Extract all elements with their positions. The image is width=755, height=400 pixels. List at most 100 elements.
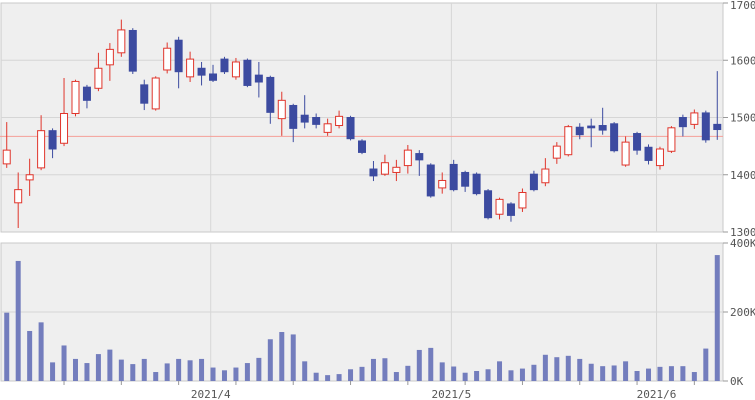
volume-bar <box>519 368 525 381</box>
candlestick <box>403 149 412 167</box>
volume-bar <box>646 368 652 381</box>
volume-bar <box>416 349 422 381</box>
candlestick <box>289 104 298 129</box>
candlestick <box>633 133 642 151</box>
volume-bar <box>61 345 67 381</box>
candlestick <box>678 117 687 128</box>
candlestick <box>426 164 435 197</box>
volume-bar <box>462 372 468 381</box>
volume-bar <box>27 330 33 381</box>
candlestick <box>701 112 710 141</box>
volume-bar <box>623 361 629 381</box>
volume-bar <box>393 372 399 381</box>
candlestick <box>48 130 57 150</box>
candlestick <box>472 173 481 195</box>
volume-bar <box>474 370 480 381</box>
candlestick <box>105 48 114 66</box>
volume-bar <box>95 354 101 381</box>
volume-bar <box>542 354 548 381</box>
candlestick <box>300 114 309 123</box>
volume-bar <box>497 361 503 381</box>
candlestick <box>82 86 91 101</box>
volume-bar <box>38 322 44 381</box>
volume-axis-label: 400K <box>730 237 755 250</box>
candlestick <box>346 117 355 140</box>
volume-bar <box>256 357 262 381</box>
candlestick <box>529 173 538 191</box>
volume-bar <box>382 358 388 381</box>
candlestick <box>598 125 607 131</box>
candlestick <box>266 76 275 113</box>
candlestick <box>380 162 389 175</box>
volume-bar <box>50 362 56 381</box>
volume-bar <box>668 366 674 381</box>
candlestick <box>2 149 11 165</box>
candlestick <box>174 39 183 73</box>
candlestick <box>506 203 515 216</box>
volume-bar <box>210 367 216 381</box>
volume-bar <box>600 366 606 381</box>
volume-axis-label: 0K <box>730 375 744 388</box>
candlestick <box>25 174 34 181</box>
price-axis-label: 1300 <box>730 226 755 239</box>
candlestick <box>621 141 630 166</box>
candlestick <box>163 47 172 71</box>
candlestick <box>564 126 573 156</box>
candlestick <box>575 126 584 136</box>
volume-bar <box>153 372 159 381</box>
volume-axis-label: 200K <box>730 306 755 319</box>
volume-bar <box>714 255 720 381</box>
volume-bar <box>290 334 296 381</box>
candlestick <box>209 73 218 81</box>
candlestick <box>94 67 103 89</box>
candlestick <box>461 171 470 187</box>
volume-bar <box>348 369 354 381</box>
volume-bar <box>176 358 182 381</box>
candlestick <box>117 29 126 54</box>
candlestick <box>541 168 550 184</box>
month-label: 2021/5 <box>432 388 472 400</box>
price-axis-label: 1600 <box>730 54 755 67</box>
volume-bar <box>118 359 124 381</box>
candlestick <box>644 146 653 161</box>
volume-bar <box>611 365 617 381</box>
volume-bar <box>703 348 709 381</box>
candlestick <box>358 140 366 153</box>
volume-bar <box>634 370 640 381</box>
candlestick <box>323 123 332 133</box>
volume-bar <box>164 363 170 381</box>
candlestick <box>484 190 493 219</box>
volume-bar <box>187 360 193 381</box>
volume-bar <box>588 363 594 381</box>
volume-bar <box>554 357 560 381</box>
volume-bar <box>370 358 376 381</box>
candlestick <box>587 125 596 129</box>
volume-bar <box>485 369 491 381</box>
candlestick <box>220 58 229 73</box>
volume-bar <box>325 375 331 381</box>
volume-bar <box>279 332 285 381</box>
volume-bar <box>451 366 457 381</box>
candlestick <box>37 130 46 169</box>
candlestick <box>197 67 206 76</box>
price-axis-label: 1500 <box>730 112 755 125</box>
candlestick <box>449 163 458 191</box>
volume-bar <box>680 366 686 381</box>
volume-bar <box>577 358 583 381</box>
candlestick <box>655 148 664 167</box>
volume-bar <box>313 372 319 381</box>
volume-bar <box>531 364 537 381</box>
volume-bar <box>244 363 250 381</box>
candlestick <box>128 29 137 72</box>
candlestick <box>140 84 149 104</box>
candlestick <box>369 168 378 177</box>
volume-bar <box>657 366 663 381</box>
volume-bar <box>15 260 21 381</box>
candlestick <box>415 153 424 161</box>
volume-bar <box>428 347 434 381</box>
candlestick <box>231 61 240 78</box>
candlestick <box>438 179 447 189</box>
volume-bar <box>405 365 411 381</box>
volume-bar <box>130 364 136 381</box>
